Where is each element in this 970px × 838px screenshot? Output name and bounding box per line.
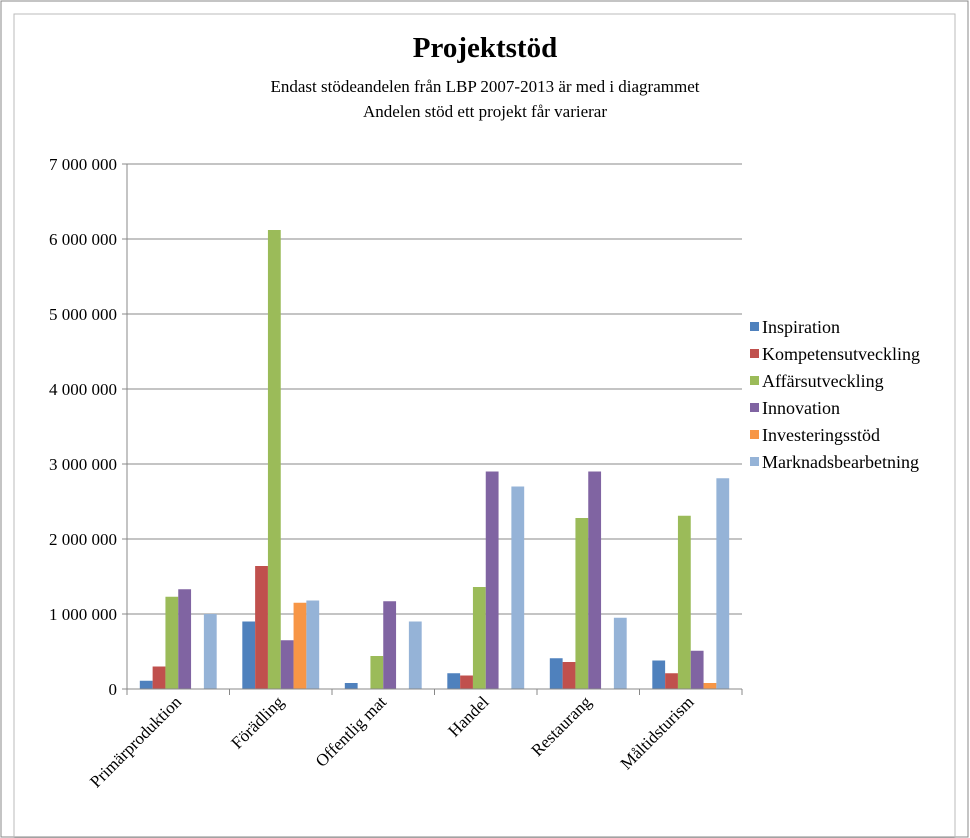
bar bbox=[280, 640, 294, 689]
bar bbox=[178, 589, 192, 689]
bar bbox=[242, 621, 256, 689]
legend-label: Affärsutveckling bbox=[762, 371, 884, 391]
bar bbox=[460, 675, 473, 689]
bar bbox=[549, 658, 563, 689]
bar bbox=[652, 660, 666, 689]
legend-swatch bbox=[750, 376, 759, 385]
legend-label: Kompetensutveckling bbox=[762, 344, 920, 364]
legend-swatch bbox=[750, 403, 759, 412]
bar bbox=[408, 621, 422, 689]
legend-swatch bbox=[750, 430, 759, 439]
bar bbox=[255, 566, 268, 689]
bar bbox=[370, 656, 384, 689]
bar bbox=[716, 478, 730, 689]
chart-title: Projektstöd bbox=[413, 32, 557, 64]
bar bbox=[575, 518, 589, 689]
legend-swatch bbox=[750, 349, 759, 358]
y-tick-label: 7 000 000 bbox=[49, 155, 117, 174]
legend-swatch bbox=[750, 322, 759, 331]
bar bbox=[139, 680, 153, 689]
bar bbox=[306, 600, 320, 689]
legend-label: Inspiration bbox=[762, 317, 840, 337]
bar bbox=[447, 673, 461, 689]
y-tick-label: 1 000 000 bbox=[49, 605, 117, 624]
bar bbox=[562, 662, 576, 689]
bar bbox=[344, 683, 358, 689]
bar bbox=[588, 471, 602, 689]
bar bbox=[165, 596, 179, 689]
bar bbox=[472, 587, 486, 689]
bar bbox=[703, 683, 717, 689]
chart-area bbox=[13, 13, 956, 838]
bar bbox=[152, 666, 166, 689]
bar bbox=[511, 486, 525, 689]
legend-label: Marknadsbearbetning bbox=[762, 452, 919, 472]
chart-subtitle: Endast stödeandelen från LBP 2007-2013 ä… bbox=[271, 77, 700, 96]
bar bbox=[665, 673, 678, 689]
chart-subtitle: Andelen stöd ett projekt får varierar bbox=[363, 102, 607, 121]
y-tick-label: 2 000 000 bbox=[49, 530, 117, 549]
y-tick-label: 0 bbox=[109, 680, 118, 699]
y-tick-label: 5 000 000 bbox=[49, 305, 117, 324]
bar bbox=[690, 650, 704, 689]
bar bbox=[293, 602, 307, 689]
bar bbox=[267, 230, 281, 689]
bar bbox=[485, 471, 499, 689]
y-tick-label: 4 000 000 bbox=[49, 380, 117, 399]
bar bbox=[383, 601, 397, 689]
legend-label: Investeringsstöd bbox=[762, 425, 880, 445]
legend-swatch bbox=[750, 457, 759, 466]
bar bbox=[613, 617, 627, 689]
bar bbox=[203, 614, 217, 689]
y-tick-label: 3 000 000 bbox=[49, 455, 117, 474]
bar bbox=[677, 515, 691, 689]
y-tick-label: 6 000 000 bbox=[49, 230, 117, 249]
legend-label: Innovation bbox=[762, 398, 840, 418]
